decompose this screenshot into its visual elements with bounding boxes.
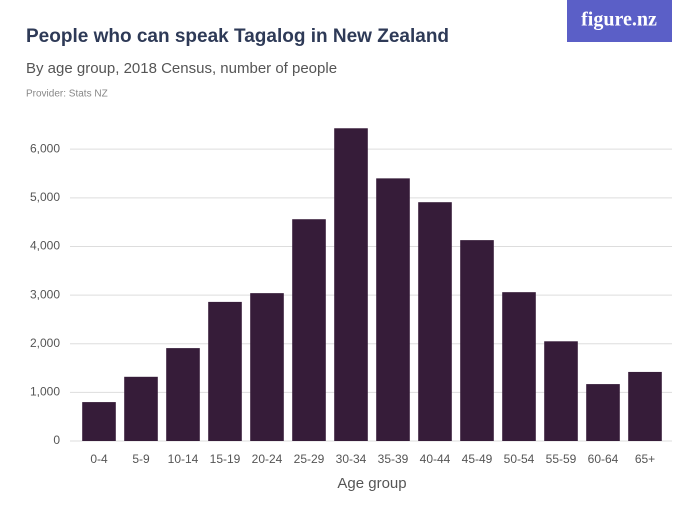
bar (376, 178, 410, 441)
x-tick-label: 35-39 (378, 452, 409, 466)
x-tick-label: 10-14 (168, 452, 199, 466)
x-axis-title: Age group (337, 475, 406, 492)
x-tick-label: 25-29 (294, 452, 325, 466)
bar (292, 219, 326, 441)
bar (628, 371, 662, 441)
x-tick-label: 0-4 (90, 452, 108, 466)
bar (460, 240, 494, 441)
y-tick-label: 2,000 (30, 336, 60, 350)
bar (334, 128, 368, 441)
provider: Provider: Stats NZ (26, 89, 108, 100)
y-tick-label: 1,000 (30, 385, 60, 399)
bar (82, 402, 116, 441)
y-tick-label: 6,000 (30, 141, 60, 155)
x-tick-label: 30-34 (336, 452, 367, 466)
x-tick-label: 5-9 (132, 452, 150, 466)
logo-box (567, 0, 672, 42)
chart-title: People who can speak Tagalog in New Zeal… (26, 26, 449, 47)
bar (166, 348, 200, 441)
chart-subtitle: By age group, 2018 Census, number of peo… (26, 60, 337, 77)
x-tick-label: 60-64 (588, 452, 619, 466)
y-tick-label: 5,000 (30, 190, 60, 204)
bar (208, 301, 242, 441)
y-tick-label: 3,000 (30, 287, 60, 301)
x-tick-label: 15-19 (210, 452, 241, 466)
x-tick-label: 55-59 (546, 452, 577, 466)
x-tick-label: 65+ (635, 452, 655, 466)
bar (250, 293, 284, 441)
bar (124, 376, 158, 441)
x-tick-label: 45-49 (462, 452, 493, 466)
bar (502, 292, 536, 441)
y-tick-label: 4,000 (30, 239, 60, 253)
x-tick-label: 20-24 (252, 452, 283, 466)
y-tick-label: 0 (53, 433, 60, 447)
bar (418, 202, 452, 441)
bar (586, 384, 620, 441)
x-tick-label: 40-44 (420, 452, 451, 466)
logo: figure.nz (581, 9, 657, 31)
x-tick-label: 50-54 (504, 452, 535, 466)
bar (544, 341, 578, 441)
